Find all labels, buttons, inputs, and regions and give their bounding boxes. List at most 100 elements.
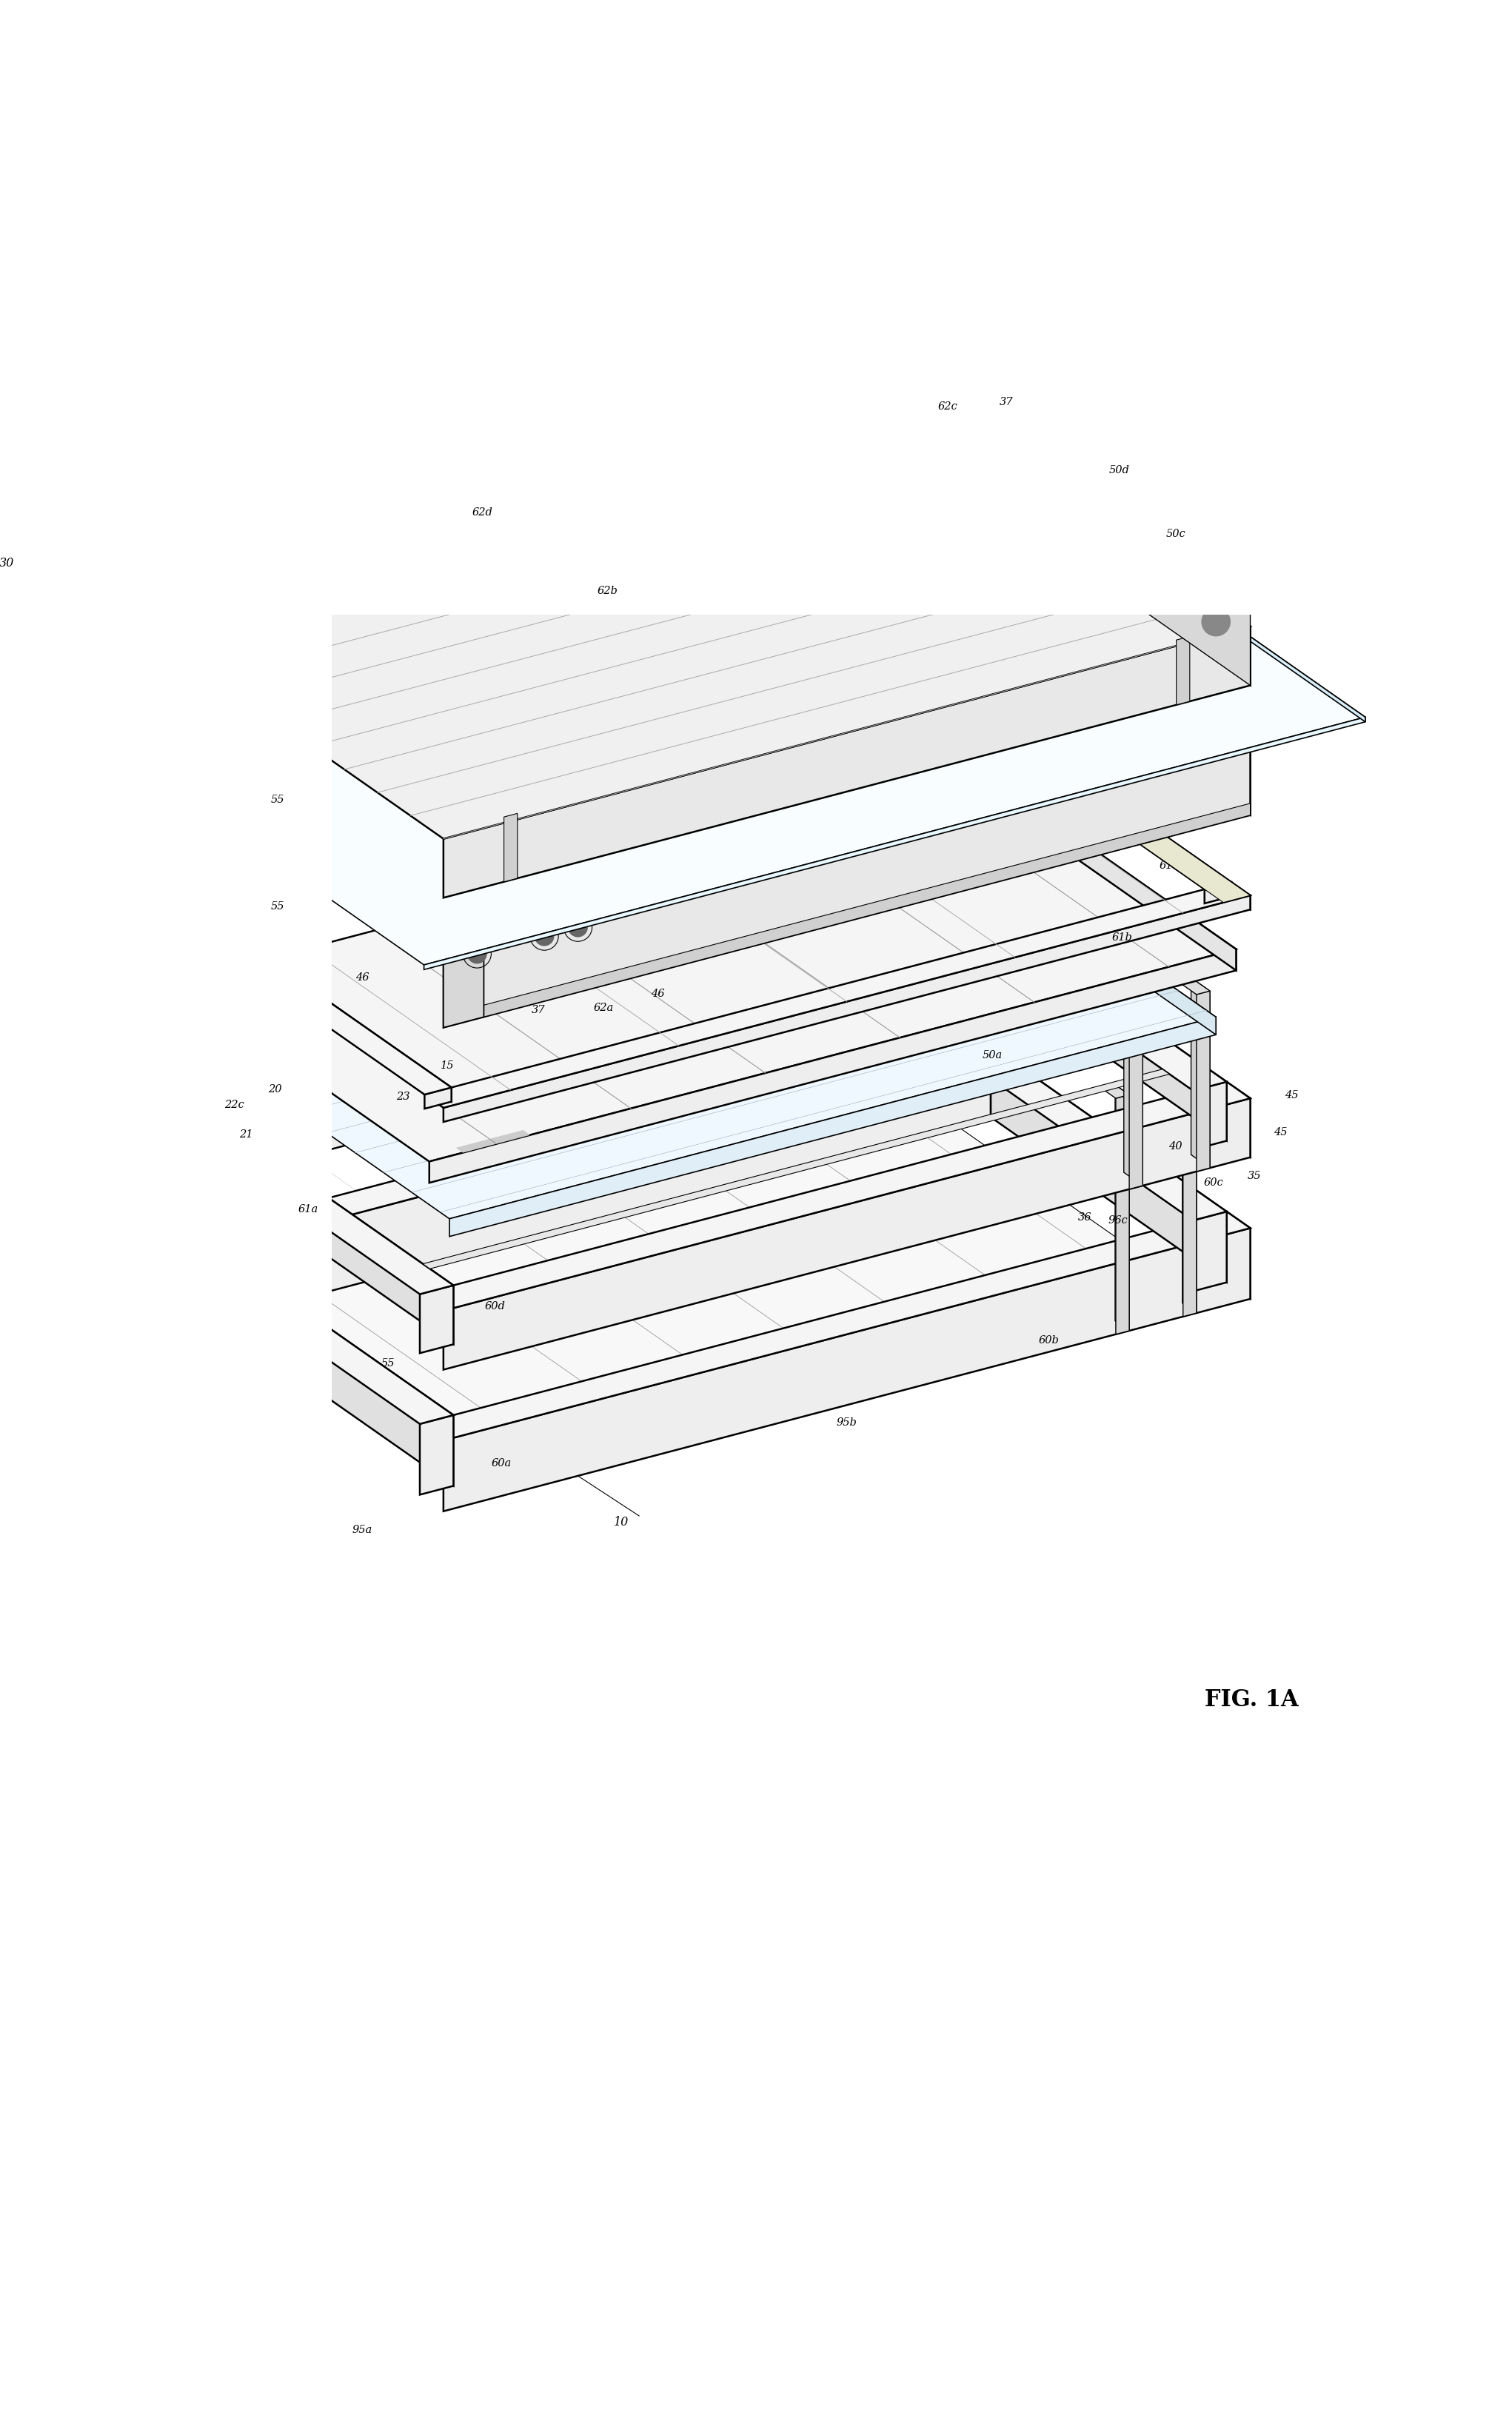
Polygon shape [416, 896, 484, 927]
Polygon shape [420, 1212, 1250, 1441]
Text: 37: 37 [531, 1005, 546, 1017]
Polygon shape [443, 1099, 1250, 1371]
Circle shape [467, 944, 487, 964]
Text: 95b: 95b [836, 1416, 857, 1429]
Polygon shape [1226, 1082, 1250, 1156]
Polygon shape [160, 901, 990, 1130]
Text: 62d: 62d [472, 508, 493, 518]
Text: 22c: 22c [225, 1099, 245, 1111]
Text: 46: 46 [650, 988, 664, 1000]
Text: 50a: 50a [983, 1050, 1002, 1060]
Polygon shape [449, 1017, 1216, 1236]
Text: 61b: 61b [1111, 932, 1132, 942]
Polygon shape [957, 918, 1226, 1091]
Polygon shape [968, 552, 1250, 814]
Polygon shape [1196, 990, 1210, 1171]
Polygon shape [968, 696, 986, 725]
Text: 50c: 50c [1166, 528, 1185, 540]
Text: 37: 37 [999, 397, 1013, 407]
Polygon shape [425, 1086, 452, 1108]
Polygon shape [1193, 1212, 1226, 1291]
Circle shape [535, 927, 553, 947]
Polygon shape [503, 814, 517, 882]
Polygon shape [1182, 1067, 1196, 1313]
Polygon shape [160, 552, 1250, 964]
Polygon shape [425, 882, 1250, 1108]
Polygon shape [990, 1046, 1226, 1282]
Text: 40: 40 [1169, 1142, 1182, 1152]
Polygon shape [1193, 1082, 1226, 1149]
Text: 21: 21 [239, 1130, 253, 1139]
Circle shape [1202, 607, 1231, 636]
Polygon shape [981, 771, 1237, 971]
Polygon shape [1169, 1067, 1196, 1082]
Text: 22a: 22a [708, 942, 727, 952]
Polygon shape [1110, 995, 1143, 1012]
Polygon shape [443, 802, 1250, 1029]
Text: 36: 36 [1078, 1212, 1092, 1221]
Text: 51b: 51b [1049, 855, 1070, 867]
Polygon shape [1191, 978, 1210, 1168]
Text: FIG. 1A: FIG. 1A [1205, 1689, 1299, 1710]
Text: 61d: 61d [673, 891, 694, 901]
Polygon shape [174, 771, 1237, 1161]
Text: 62c: 62c [937, 402, 957, 412]
Text: 60a: 60a [491, 1457, 511, 1469]
Polygon shape [443, 896, 1250, 1123]
Polygon shape [1231, 882, 1250, 911]
Text: 61a: 61a [298, 1204, 319, 1214]
Polygon shape [968, 1031, 990, 1118]
Text: 35: 35 [1247, 1171, 1261, 1180]
Polygon shape [420, 1082, 1250, 1310]
Polygon shape [1114, 1084, 1129, 1330]
Polygon shape [940, 696, 1250, 903]
Polygon shape [234, 937, 981, 1137]
Polygon shape [184, 1046, 990, 1330]
Circle shape [569, 918, 587, 937]
Polygon shape [443, 626, 1250, 899]
Polygon shape [443, 749, 1250, 1029]
Polygon shape [1176, 636, 1190, 706]
Text: 96c: 96c [1108, 1214, 1128, 1226]
Text: 25: 25 [496, 650, 511, 662]
Text: 50: 50 [460, 1005, 473, 1014]
Polygon shape [968, 417, 1250, 687]
Text: 50d: 50d [1110, 465, 1129, 475]
Polygon shape [184, 918, 990, 1188]
Polygon shape [986, 711, 1231, 896]
Polygon shape [1129, 1009, 1143, 1190]
Text: 61c: 61c [1160, 860, 1179, 872]
Polygon shape [160, 429, 1250, 838]
Polygon shape [423, 1070, 1169, 1270]
Polygon shape [420, 1414, 454, 1494]
Polygon shape [103, 491, 1365, 966]
Polygon shape [184, 1120, 454, 1294]
Polygon shape [423, 718, 1365, 968]
Text: 10: 10 [614, 1515, 629, 1527]
Polygon shape [1045, 491, 1365, 723]
Polygon shape [1102, 1084, 1129, 1099]
Text: 60d: 60d [485, 1301, 505, 1310]
Text: 62b: 62b [597, 585, 618, 595]
Text: 22b: 22b [913, 807, 934, 817]
Polygon shape [429, 949, 1237, 1183]
Text: 60c: 60c [1204, 1178, 1223, 1188]
Polygon shape [962, 838, 1216, 1036]
Polygon shape [1116, 1094, 1129, 1335]
Text: 51c: 51c [762, 701, 782, 711]
Text: 62a: 62a [594, 1002, 614, 1014]
Polygon shape [957, 1046, 1226, 1221]
Polygon shape [420, 1286, 454, 1354]
Polygon shape [218, 1250, 454, 1486]
Text: 53: 53 [440, 944, 454, 954]
Polygon shape [206, 915, 452, 1101]
Polygon shape [990, 918, 1226, 1142]
Text: 45: 45 [1273, 1127, 1287, 1137]
Polygon shape [1226, 1212, 1250, 1298]
Polygon shape [195, 838, 1216, 1219]
Text: 55: 55 [381, 1359, 395, 1368]
Polygon shape [1178, 978, 1210, 995]
Polygon shape [968, 429, 1250, 687]
Polygon shape [160, 696, 986, 923]
Polygon shape [455, 896, 484, 1017]
